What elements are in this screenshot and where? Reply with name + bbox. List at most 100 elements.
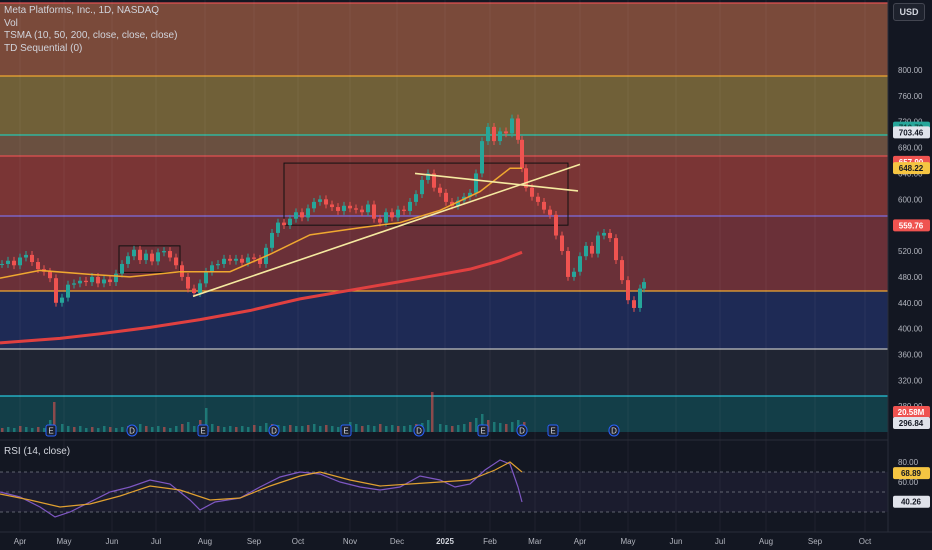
event-marker-earnings	[45, 424, 57, 437]
volume-bar	[67, 426, 70, 432]
volume-bar	[511, 422, 514, 432]
candle	[114, 273, 118, 283]
event-marker-label: E	[480, 427, 485, 436]
price-axis-label: 480.00	[898, 273, 923, 282]
volume-bar	[157, 426, 160, 432]
candle	[578, 256, 582, 272]
candle	[168, 251, 172, 258]
candle	[542, 201, 546, 210]
volume-bar	[463, 424, 466, 432]
sma200-line	[0, 250, 523, 345]
candle	[330, 204, 334, 208]
candle	[210, 265, 214, 272]
price-zone-2	[0, 135, 888, 156]
candle	[78, 280, 82, 284]
candle	[390, 212, 394, 218]
price-axis-label: 680.00	[898, 144, 923, 153]
rsi-badge	[893, 495, 930, 508]
candle	[336, 207, 340, 211]
price-axis-label: 440.00	[898, 299, 923, 308]
candle	[638, 288, 642, 308]
candle	[96, 276, 100, 284]
candle	[192, 288, 196, 294]
rsi-indicator-label[interactable]: RSI (14, close)	[4, 446, 71, 457]
price-badge-label: 20.58M	[898, 408, 925, 417]
event-marker-label: D	[416, 427, 422, 436]
event-marker-dividend	[268, 424, 280, 437]
volume-bar	[193, 426, 196, 432]
volume-bar	[7, 427, 10, 432]
candle	[18, 257, 22, 266]
volume-bar	[431, 392, 434, 432]
candle	[372, 204, 376, 219]
symbol-title[interactable]: Meta Platforms, Inc., 1D, NASDAQ	[4, 5, 160, 16]
volume-indicator-label[interactable]: Vol	[4, 17, 18, 29]
candle	[198, 283, 202, 294]
volume-bar	[53, 402, 56, 432]
volume-bar	[1, 428, 4, 432]
candle	[366, 204, 370, 213]
candle	[222, 258, 226, 264]
tsma-indicator-label[interactable]: TSMA (10, 50, 200, close, close, close)	[4, 30, 178, 41]
volume-bar	[31, 428, 34, 432]
rsi-axis-label: 60.00	[898, 478, 919, 487]
volume-bar	[325, 425, 328, 432]
event-marker-dividend	[126, 424, 138, 437]
candle	[426, 173, 430, 180]
candle	[66, 284, 70, 298]
price-badge	[893, 219, 930, 232]
volume-bar	[457, 425, 460, 432]
volume-bar	[103, 426, 106, 432]
candle	[48, 271, 52, 279]
price-badge-label: 703.46	[899, 128, 924, 137]
volume-bar	[331, 426, 334, 432]
price-axis-label: 360.00	[898, 351, 923, 360]
candle	[632, 300, 636, 308]
candle	[468, 192, 472, 197]
candle	[240, 258, 244, 263]
volume-bar	[181, 424, 184, 432]
candle	[396, 209, 400, 218]
candle	[438, 187, 442, 193]
rsi-badge-label: 40.26	[901, 498, 922, 507]
volume-bar	[319, 426, 322, 432]
volume-bar	[505, 424, 508, 432]
candle	[270, 232, 274, 248]
candle	[144, 253, 148, 261]
volume-bar	[151, 427, 154, 432]
time-axis-label: Apr	[574, 537, 587, 546]
chart-legend: Meta Platforms, Inc., 1D, NASDAQ Vol TSM…	[4, 5, 177, 55]
volume-bar	[223, 427, 226, 432]
candle	[90, 276, 94, 283]
candle	[288, 218, 292, 226]
currency-button[interactable]: USD	[893, 3, 925, 21]
candle	[378, 218, 382, 223]
candle	[318, 199, 322, 202]
td-sequential-label[interactable]: TD Sequential (0)	[4, 42, 83, 54]
volume-bar	[397, 426, 400, 432]
candle	[548, 209, 552, 215]
volume-bar	[259, 426, 262, 432]
candle	[516, 118, 520, 140]
volume-bar	[499, 423, 502, 432]
candle	[520, 139, 524, 169]
event-marker-earnings	[547, 424, 559, 437]
volume-bar	[163, 427, 166, 432]
candle	[108, 279, 112, 283]
volume-bar	[25, 427, 28, 432]
candle	[486, 126, 490, 142]
volume-bar	[475, 418, 478, 432]
volume-bar	[391, 425, 394, 432]
candle	[408, 201, 412, 211]
price-axis-label: 800.00	[898, 66, 923, 75]
volume-bar	[493, 422, 496, 432]
price-zone-6	[0, 349, 888, 396]
candle	[12, 260, 16, 266]
volume-bar	[139, 424, 142, 432]
time-axis-label: May	[56, 537, 71, 546]
candle	[554, 214, 558, 236]
event-marker-label: E	[550, 427, 555, 436]
event-marker-earnings	[340, 424, 352, 437]
candle	[602, 232, 606, 236]
